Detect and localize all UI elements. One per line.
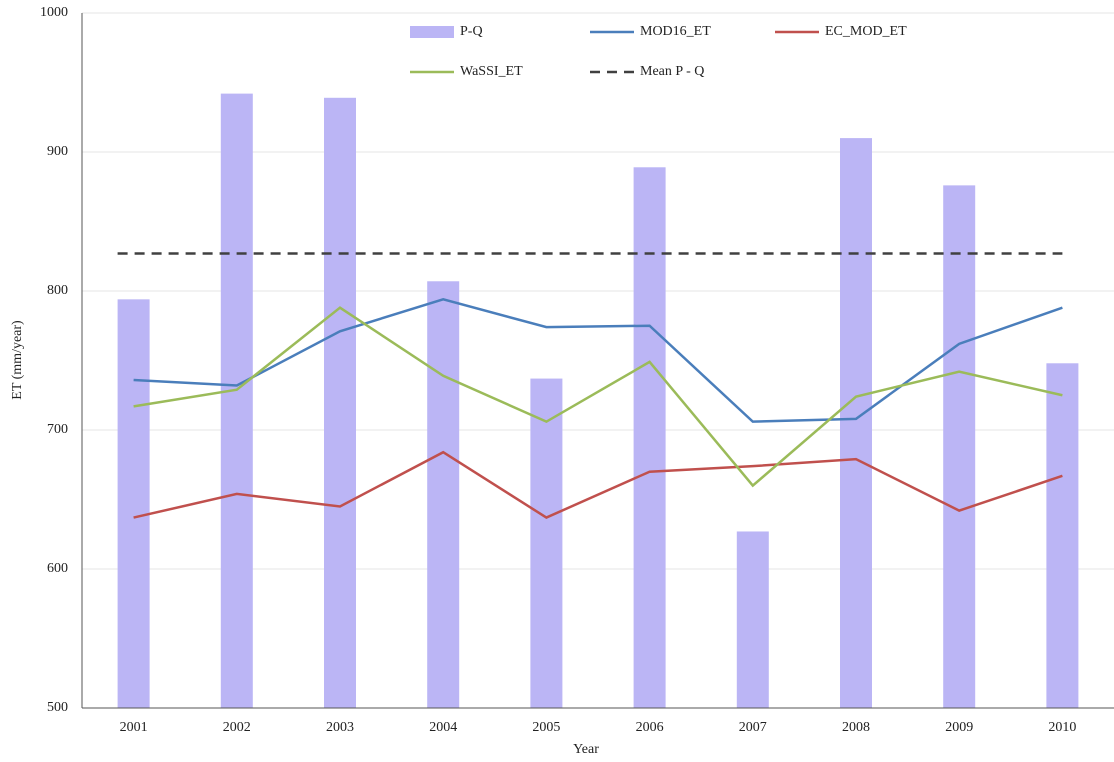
legend-label: EC_MOD_ET — [825, 24, 907, 39]
line-series — [133, 306, 1063, 488]
bar — [324, 97, 356, 709]
x-tick-label: 2001 — [120, 720, 148, 735]
y-tick-label: 500 — [47, 700, 68, 715]
y-tick-label: 700 — [47, 422, 68, 437]
x-tick-label: 2009 — [945, 720, 973, 735]
bar — [117, 299, 150, 708]
bar — [943, 185, 976, 709]
x-tick-label: 2003 — [326, 720, 354, 735]
x-tick-label: 2010 — [1048, 720, 1076, 735]
y-tick-label: 600 — [47, 561, 68, 576]
bar — [1046, 363, 1079, 708]
x-tick-label: 2007 — [739, 720, 767, 735]
line-series — [133, 450, 1063, 519]
y-tick-label: 1000 — [40, 5, 68, 20]
bar — [530, 378, 563, 708]
x-tick-label: 2004 — [429, 720, 457, 735]
y-tick-label: 900 — [47, 144, 68, 159]
bar — [220, 93, 253, 709]
bar — [840, 138, 872, 709]
x-tick-label: 2008 — [842, 720, 870, 735]
bar — [633, 167, 666, 709]
bar — [736, 531, 769, 708]
y-tick-label: 800 — [47, 283, 68, 298]
bar — [427, 281, 460, 708]
x-tick-label: 2005 — [532, 720, 560, 735]
legend-label: WaSSI_ET — [460, 64, 523, 79]
x-axis-title: Year — [573, 742, 599, 757]
x-tick-label: 2002 — [223, 720, 251, 735]
x-tick-label: 2006 — [636, 720, 664, 735]
legend-label: Mean P - Q — [640, 64, 704, 79]
legend-label: P-Q — [460, 24, 483, 39]
line-series — [133, 298, 1063, 423]
y-axis-title: ET (mm/year) — [10, 320, 25, 400]
legend-label: MOD16_ET — [640, 24, 711, 39]
legend-swatch — [410, 26, 454, 38]
